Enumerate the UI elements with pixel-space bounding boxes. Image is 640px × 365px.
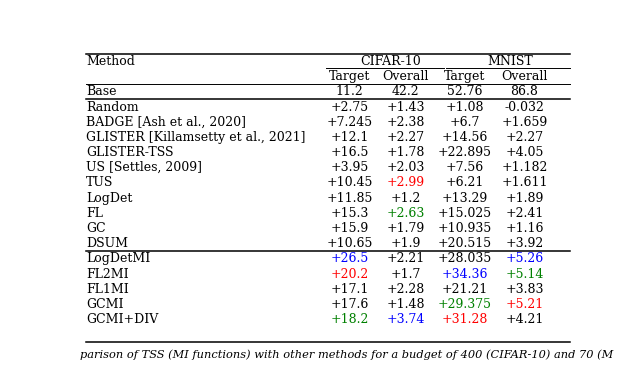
Text: +7.56: +7.56 [446,161,484,174]
Text: FL1MI: FL1MI [86,283,129,296]
Text: -0.032: -0.032 [504,101,545,114]
Text: +17.6: +17.6 [330,298,369,311]
Text: 86.8: 86.8 [511,85,538,99]
Text: Overall: Overall [501,70,548,83]
Text: +3.83: +3.83 [505,283,543,296]
Text: +3.92: +3.92 [506,237,543,250]
Text: +34.36: +34.36 [442,268,488,280]
Text: +2.27: +2.27 [506,131,543,144]
Text: +2.38: +2.38 [386,116,424,129]
Text: +12.1: +12.1 [330,131,369,144]
Text: parison of TSS (MI functions) with other methods for a budget of 400 (CIFAR-10) : parison of TSS (MI functions) with other… [80,349,613,360]
Text: Method: Method [86,55,135,68]
Text: +2.63: +2.63 [386,207,424,220]
Text: LogDet: LogDet [86,192,132,205]
Text: +10.45: +10.45 [326,176,372,189]
Text: MNIST: MNIST [488,55,533,68]
Text: +1.16: +1.16 [505,222,543,235]
Text: +31.28: +31.28 [442,313,488,326]
Text: Random: Random [86,101,139,114]
Text: +15.3: +15.3 [330,207,369,220]
Text: 42.2: 42.2 [392,85,419,99]
Text: +16.5: +16.5 [330,146,369,159]
Text: +1.7: +1.7 [390,268,420,280]
Text: +1.659: +1.659 [501,116,548,129]
Text: +1.48: +1.48 [386,298,424,311]
Text: CIFAR-10: CIFAR-10 [360,55,421,68]
Text: 11.2: 11.2 [335,85,364,99]
Text: Target: Target [444,70,486,83]
Text: +2.03: +2.03 [386,161,424,174]
Text: GCMI: GCMI [86,298,124,311]
Text: +11.85: +11.85 [326,192,372,205]
Text: +20.515: +20.515 [438,237,492,250]
Text: +2.99: +2.99 [387,176,424,189]
Text: +5.21: +5.21 [506,298,543,311]
Text: +1.43: +1.43 [386,101,424,114]
Text: +20.2: +20.2 [330,268,369,280]
Text: +2.28: +2.28 [387,283,424,296]
Text: +10.935: +10.935 [438,222,492,235]
Text: +1.182: +1.182 [501,161,548,174]
Text: Overall: Overall [382,70,429,83]
Text: +26.5: +26.5 [330,252,369,265]
Text: +17.1: +17.1 [330,283,369,296]
Text: +2.27: +2.27 [387,131,424,144]
Text: +18.2: +18.2 [330,313,369,326]
Text: FL2MI: FL2MI [86,268,129,280]
Text: +5.26: +5.26 [506,252,543,265]
Text: +3.95: +3.95 [330,161,369,174]
Text: +6.7: +6.7 [450,116,480,129]
Text: +2.41: +2.41 [505,207,543,220]
Text: +2.75: +2.75 [330,101,369,114]
Text: BADGE [Ash et al., 2020]: BADGE [Ash et al., 2020] [86,116,246,129]
Text: GCMI+DIV: GCMI+DIV [86,313,158,326]
Text: +1.9: +1.9 [390,237,420,250]
Text: +2.21: +2.21 [387,252,424,265]
Text: +1.89: +1.89 [505,192,543,205]
Text: TUS: TUS [86,176,113,189]
Text: +14.56: +14.56 [442,131,488,144]
Text: +29.375: +29.375 [438,298,492,311]
Text: FL: FL [86,207,103,220]
Text: +1.78: +1.78 [386,146,424,159]
Text: +5.14: +5.14 [505,268,543,280]
Text: +1.79: +1.79 [387,222,424,235]
Text: +1.611: +1.611 [501,176,548,189]
Text: +4.05: +4.05 [505,146,543,159]
Text: +15.9: +15.9 [330,222,369,235]
Text: Base: Base [86,85,116,99]
Text: +7.245: +7.245 [326,116,372,129]
Text: +4.21: +4.21 [505,313,543,326]
Text: LogDetMI: LogDetMI [86,252,150,265]
Text: +22.895: +22.895 [438,146,492,159]
Text: +21.21: +21.21 [442,283,488,296]
Text: +10.65: +10.65 [326,237,372,250]
Text: +1.2: +1.2 [390,192,420,205]
Text: +1.08: +1.08 [445,101,484,114]
Text: DSUM: DSUM [86,237,128,250]
Text: +13.29: +13.29 [442,192,488,205]
Text: +3.74: +3.74 [386,313,424,326]
Text: GLISTER-TSS: GLISTER-TSS [86,146,173,159]
Text: +6.21: +6.21 [445,176,484,189]
Text: Target: Target [329,70,370,83]
Text: 52.76: 52.76 [447,85,483,99]
Text: +28.035: +28.035 [438,252,492,265]
Text: +15.025: +15.025 [438,207,492,220]
Text: US [Settles, 2009]: US [Settles, 2009] [86,161,202,174]
Text: GLISTER [Killamsetty et al., 2021]: GLISTER [Killamsetty et al., 2021] [86,131,305,144]
Text: GC: GC [86,222,106,235]
